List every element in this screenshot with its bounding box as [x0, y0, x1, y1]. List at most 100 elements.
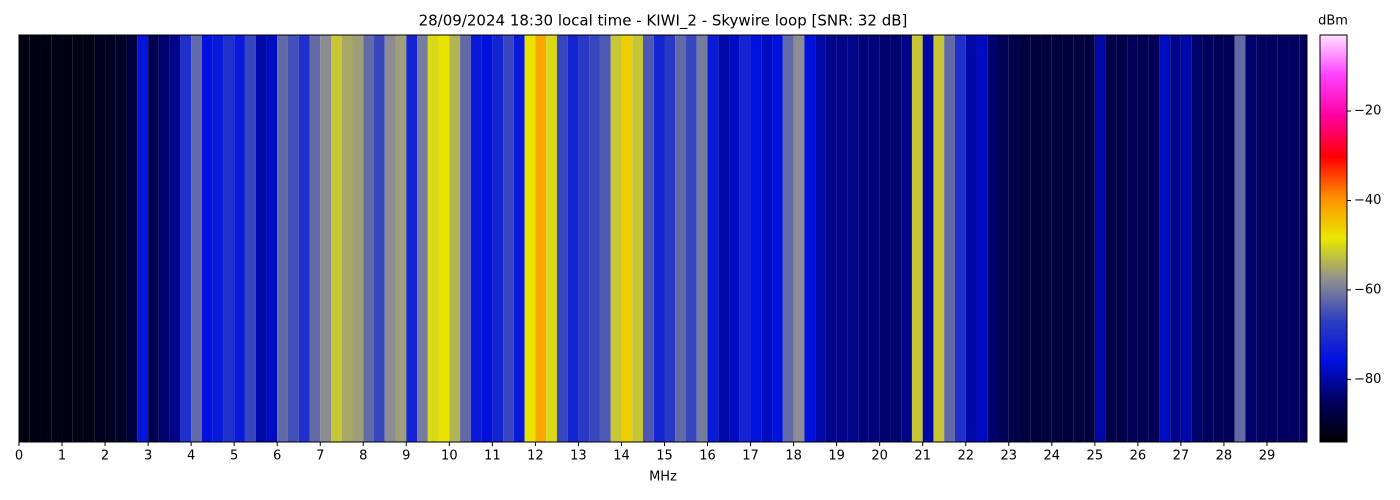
spectrum-bin: [621, 35, 633, 442]
x-tick-label: 4: [187, 449, 195, 464]
x-tick-label: 8: [359, 449, 367, 464]
spectrum-bin: [589, 35, 600, 442]
spectrum-bin: [718, 35, 730, 442]
x-tick-label: 9: [402, 449, 410, 464]
spectrum-bin: [653, 35, 665, 442]
spectrum-bin: [29, 35, 41, 442]
spectrum-bin: [158, 35, 170, 442]
spectrum-bin: [492, 35, 504, 442]
x-tick-label: 22: [957, 449, 974, 464]
spectrum-bin: [1084, 35, 1095, 442]
x-tick-label: 7: [316, 449, 324, 464]
x-tick-label: 11: [484, 449, 501, 464]
spectrum-bin: [750, 35, 762, 442]
spectrum-bin: [234, 35, 245, 442]
spectrum-bin: [126, 35, 138, 442]
colorbar-tick-label: −80: [1354, 372, 1381, 387]
spectrum-bin: [255, 35, 267, 442]
spectrum-bin: [675, 35, 687, 442]
spectrum-bin: [1256, 35, 1267, 442]
spectrum-bin: [1030, 35, 1042, 442]
x-tick-label: 15: [656, 449, 673, 464]
x-tick-label: 27: [1173, 449, 1190, 464]
spectrum-bin: [363, 35, 375, 442]
spectrum-bin: [836, 35, 848, 442]
spectrum-bin: [642, 35, 654, 442]
x-tick-label: 25: [1087, 449, 1104, 464]
spectrum-bin: [976, 35, 988, 442]
plot-area: [19, 35, 1307, 442]
spectrum-bin: [524, 35, 536, 442]
spectrum-bin: [266, 35, 278, 442]
spectrum-bin: [998, 35, 1009, 442]
x-tick-label: 0: [15, 449, 23, 464]
spectrum-bin: [868, 35, 880, 442]
spectrum-bin: [556, 35, 568, 442]
spectrum-bin: [320, 35, 331, 442]
spectrum-bin: [729, 35, 740, 442]
spectrum-bin: [815, 35, 826, 442]
plot-frame: [18, 34, 1308, 443]
spectrum-bin: [1137, 35, 1149, 442]
spectrum-bin: [1008, 35, 1020, 442]
spectrum-bin: [804, 35, 816, 442]
x-tick-label: 17: [742, 449, 759, 464]
spectrum-bin: [1127, 35, 1138, 442]
x-tick-label: 5: [230, 449, 238, 464]
spectrum-bin: [406, 35, 418, 442]
spectrum-bin: [513, 35, 525, 442]
spectrum-bin: [330, 35, 342, 442]
spectrum-bin: [83, 35, 95, 442]
spectrum-bin: [223, 35, 235, 442]
x-tick-label: 24: [1044, 449, 1061, 464]
spectrum-bin: [535, 35, 547, 442]
spectrum-bin: [244, 35, 256, 442]
x-tick-label: 19: [828, 449, 845, 464]
x-tick-label: 18: [785, 449, 802, 464]
spectrum-bin: [664, 35, 676, 442]
spectrum-bin: [686, 35, 697, 442]
spectrum-bin: [94, 35, 106, 442]
spectrum-bin: [696, 35, 708, 442]
spectrum-bin: [1105, 35, 1117, 442]
spectrum-bin: [1299, 35, 1307, 442]
spectrum-bin: [1180, 35, 1192, 442]
spectrum-bin: [858, 35, 869, 442]
spectrum-bin: [567, 35, 579, 442]
x-axis-label: MHz: [649, 470, 677, 485]
spectrum-bin: [148, 35, 159, 442]
spectrum-bin: [287, 35, 299, 442]
spectrum-bin: [546, 35, 557, 442]
spectrum-bin: [1277, 35, 1289, 442]
spectrum-bin: [922, 35, 934, 442]
spectrum-bin: [761, 35, 773, 442]
spectrum-bin: [1234, 35, 1246, 442]
x-tick-label: 2: [101, 449, 109, 464]
spectrum-bin: [1041, 35, 1052, 442]
spectrum-bin: [1191, 35, 1203, 442]
x-tick-label: 12: [527, 449, 544, 464]
spectrum-bin: [427, 35, 439, 442]
spectrum-bin: [911, 35, 923, 442]
spectrum-bin: [965, 35, 977, 442]
x-tick-label: 16: [699, 449, 716, 464]
spectrum-bin: [578, 35, 590, 442]
x-tick-label: 6: [273, 449, 281, 464]
spectrum-bin: [503, 35, 514, 442]
spectrum-bin: [954, 35, 966, 442]
x-tick-label: 20: [871, 449, 888, 464]
colorbar-tick-label: −40: [1354, 193, 1381, 208]
spectrum-bin: [707, 35, 719, 442]
spectrum-bin: [632, 35, 643, 442]
spectrum-bin: [987, 35, 999, 442]
spectrum-bin: [72, 35, 84, 442]
spectrum-bin: [1116, 35, 1128, 442]
x-tick-label: 21: [914, 449, 931, 464]
spectrum-bin: [180, 35, 192, 442]
spectrum-bin: [1062, 35, 1074, 442]
spectrum-bin: [1223, 35, 1235, 442]
spectrum-bin: [105, 35, 116, 442]
spectrum-bin: [782, 35, 794, 442]
chart-title: 28/09/2024 18:30 local time - KIWI_2 - S…: [419, 12, 908, 31]
